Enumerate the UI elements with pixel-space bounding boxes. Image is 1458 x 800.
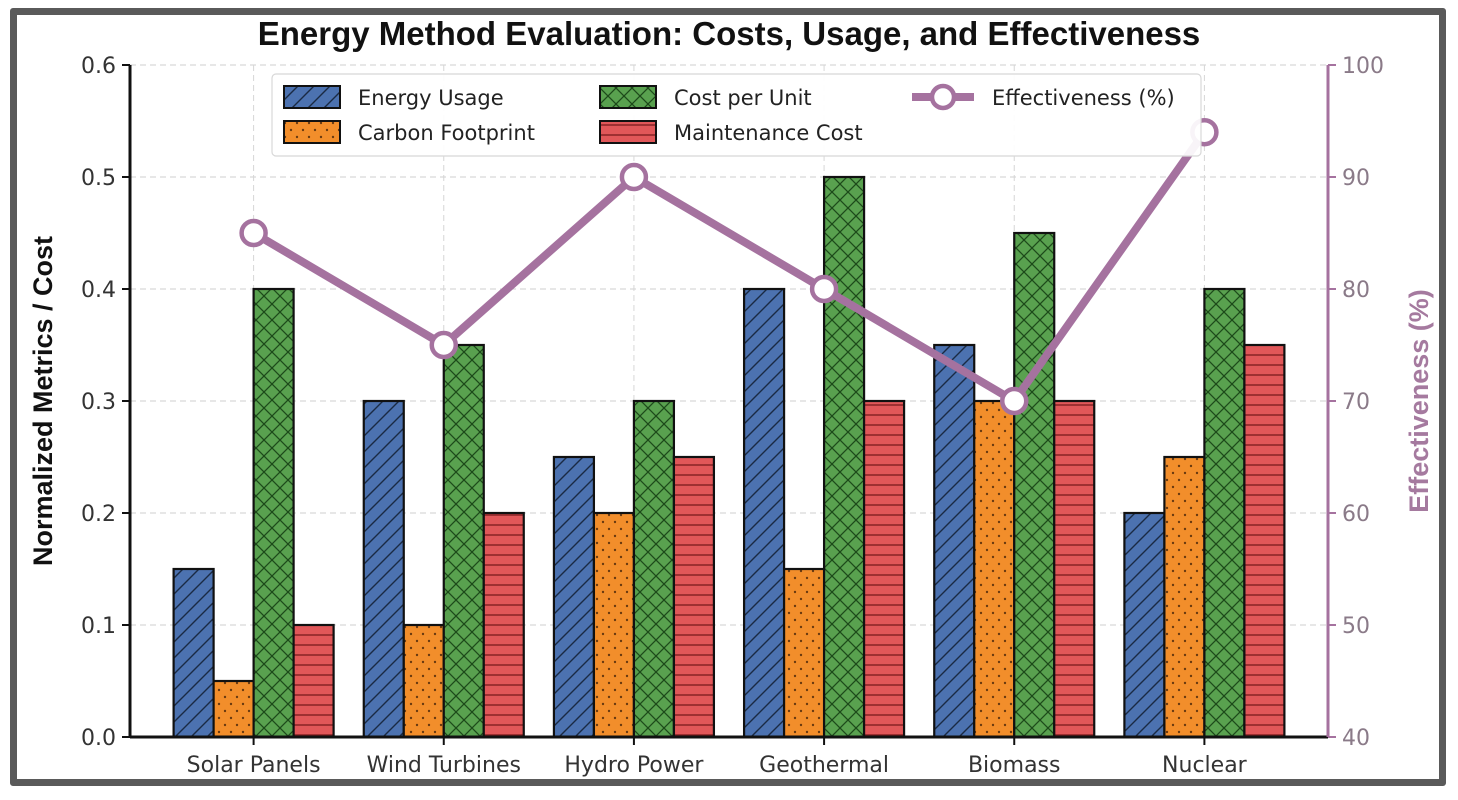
bar-energy-usage (552, 455, 596, 739)
bar-cost-per-unit-hatch (252, 287, 295, 739)
y-tick-label-left: 0.1 (81, 614, 116, 639)
bar-maintenance-cost (1243, 343, 1286, 739)
legend-swatch-hatch (283, 85, 341, 109)
bar-maintenance-cost (862, 399, 906, 739)
x-tick-label: Nuclear (1162, 753, 1248, 778)
effectiveness-line-path (249, 128, 1209, 405)
bar-maintenance-cost (1053, 399, 1096, 739)
legend-label: Cost per Unit (674, 86, 812, 110)
bar-carbon-footprint-hatch (782, 567, 826, 739)
bar-energy-usage (742, 287, 786, 739)
bar-carbon-footprint (973, 399, 1016, 739)
y-tick-label-left: 0.2 (81, 502, 116, 527)
bar-cost-per-unit-hatch (1203, 287, 1246, 739)
chart-title: Energy Method Evaluation: Costs, Usage, … (258, 15, 1201, 52)
bar-maintenance-cost-hatch (862, 399, 906, 739)
bar-energy-usage (362, 399, 405, 739)
bar-cost-per-unit-hatch (1013, 231, 1056, 739)
bar-carbon-footprint-hatch (1163, 455, 1206, 739)
legend-marker (929, 83, 957, 111)
y-tick-label-left: 0.5 (81, 166, 116, 191)
bar-maintenance-cost-hatch (672, 455, 716, 739)
bar-carbon-footprint (402, 623, 445, 739)
y-tick-label-left: 0.0 (81, 726, 116, 751)
bar-energy-usage-hatch (172, 567, 215, 739)
bar-energy-usage-hatch (933, 343, 976, 739)
effectiveness-marker (809, 274, 839, 304)
bar-cost-per-unit (252, 287, 295, 739)
bar-energy-usage-hatch (1123, 511, 1166, 739)
legend-label: Energy Usage (358, 86, 504, 110)
bar-cost-per-unit-hatch (632, 399, 676, 739)
y-tick-label-left: 0.6 (81, 54, 116, 79)
legend-item-energy-usage: Energy Usage (283, 85, 504, 110)
bar-carbon-footprint-hatch (402, 623, 445, 739)
y-tick-label-left: 0.4 (81, 278, 116, 303)
x-tick-label: Wind Turbines (367, 753, 521, 778)
effectiveness-line (239, 117, 1219, 416)
bar-cost-per-unit (1203, 287, 1246, 739)
bar-carbon-footprint-hatch (973, 399, 1016, 739)
y-tick-label-right: 80 (1342, 278, 1370, 303)
x-tick-label: Hydro Power (564, 753, 704, 778)
legend-item-effectiveness: Effectiveness (%) (912, 83, 1175, 111)
y-tick-label-left: 0.3 (81, 390, 116, 415)
bar-maintenance-cost (482, 511, 525, 739)
y-tick-label-right: 90 (1342, 166, 1370, 191)
bar-energy-usage-hatch (362, 399, 405, 739)
bar-cost-per-unit (442, 343, 485, 739)
bar-energy-usage (933, 343, 976, 739)
effectiveness-marker (429, 330, 459, 360)
x-tick-label: Biomass (968, 753, 1061, 778)
y-tick-label-right: 70 (1342, 390, 1370, 415)
legend-label: Effectiveness (%) (992, 86, 1175, 110)
bar-maintenance-cost-hatch (1243, 343, 1286, 739)
legend-swatch-hatch (283, 120, 341, 144)
legend-item-carbon-footprint: Carbon Footprint (283, 120, 535, 145)
y-axis-label-right: Effectiveness (%) (1404, 289, 1434, 513)
bar-energy-usage (172, 567, 215, 739)
effectiveness-marker (619, 162, 649, 192)
bar-cost-per-unit (822, 175, 866, 739)
legend-item-maintenance-cost: Maintenance Cost (599, 120, 863, 145)
legend-item-cost-per-unit: Cost per Unit (599, 85, 812, 110)
bars (172, 175, 1286, 739)
bar-energy-usage-hatch (742, 287, 786, 739)
legend: Energy Usage Carbon Footprint Cost per Uni… (271, 73, 1202, 157)
legend-label: Carbon Footprint (358, 121, 535, 145)
bar-cost-per-unit-hatch (442, 343, 485, 739)
y-tick-label-right: 40 (1342, 726, 1370, 751)
legend-swatch-hatch (599, 85, 657, 109)
bar-carbon-footprint (782, 567, 826, 739)
y-axis-label-left: Normalized Metrics / Cost (28, 236, 58, 566)
legend-swatch-hatch (599, 120, 657, 144)
bar-carbon-footprint (212, 679, 255, 739)
bar-maintenance-cost (672, 455, 716, 739)
bar-maintenance-cost-hatch (482, 511, 525, 739)
bar-energy-usage (1123, 511, 1166, 739)
bar-maintenance-cost (292, 623, 335, 739)
axes: 0.0 0.1 0.2 0.3 0.4 0.5 0.6 40 50 60 70 80 90 100 Sola… (81, 54, 1384, 778)
bar-maintenance-cost-hatch (1053, 399, 1096, 739)
bar-carbon-footprint (592, 511, 636, 739)
effectiveness-marker (999, 386, 1029, 416)
effectiveness-marker (239, 218, 268, 248)
y-tick-label-right: 60 (1342, 502, 1370, 527)
x-tick-label: Geothermal (759, 753, 889, 778)
legend-label: Maintenance Cost (674, 121, 863, 145)
bar-cost-per-unit-hatch (822, 175, 866, 739)
bar-carbon-footprint-hatch (592, 511, 636, 739)
bar-maintenance-cost-hatch (292, 623, 335, 739)
y-tick-label-right: 50 (1342, 614, 1370, 639)
y-tick-label-right: 100 (1342, 54, 1384, 79)
bar-cost-per-unit (1013, 231, 1056, 739)
bar-energy-usage-hatch (552, 455, 596, 739)
bar-cost-per-unit (632, 399, 676, 739)
bar-carbon-footprint-hatch (212, 679, 255, 739)
x-tick-label: Solar Panels (187, 753, 321, 778)
bar-carbon-footprint (1163, 455, 1206, 739)
